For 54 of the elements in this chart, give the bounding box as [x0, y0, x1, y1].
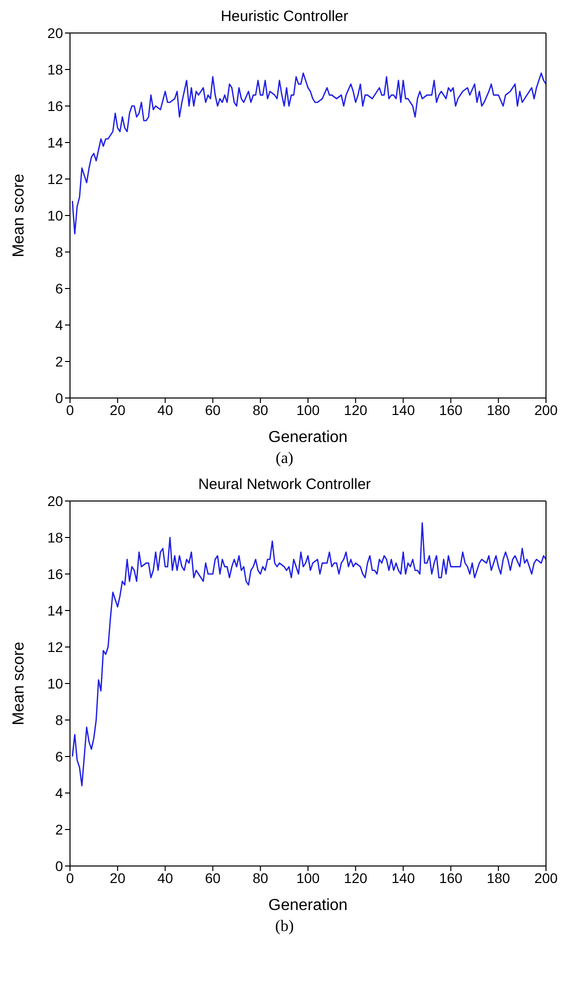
text: (b) — [274, 918, 295, 936]
x-tick-label: 100 — [296, 870, 320, 886]
y-tick-label: 8 — [55, 712, 64, 728]
x-tick-label: 100 — [296, 402, 320, 418]
y-tick-label: 16 — [47, 98, 64, 114]
x-tick-label: 180 — [486, 402, 510, 418]
x-axis-title: Generation — [268, 897, 348, 914]
y-tick-label: 16 — [47, 566, 64, 582]
y-tick-label: 8 — [55, 244, 64, 260]
y-tick-label: 6 — [55, 280, 64, 296]
y-tick-label: 10 — [47, 207, 64, 224]
y-tick-label: 10 — [47, 675, 64, 692]
chart-title: Neural Network Controller — [198, 476, 371, 493]
x-tick-label: 40 — [157, 402, 174, 418]
y-axis-title: Mean score — [10, 174, 28, 258]
x-tick-label: 20 — [110, 402, 126, 418]
x-tick-label: 200 — [534, 402, 558, 418]
x-tick-label: 140 — [392, 870, 416, 886]
chart-title: Heuristic Controller — [220, 8, 348, 25]
x-tick-label: 20 — [110, 870, 126, 886]
y-axis-title: Mean score — [10, 642, 28, 726]
y-tick-label: 12 — [47, 170, 64, 187]
y-tick-label: 6 — [55, 748, 64, 764]
text: (a) — [274, 450, 294, 468]
x-tick-label: 120 — [344, 402, 368, 418]
x-tick-label: 160 — [439, 870, 463, 886]
y-tick-label: 20 — [47, 492, 64, 509]
y-tick-label: 4 — [55, 316, 64, 333]
x-tick-label: 60 — [205, 870, 221, 886]
y-tick-label: 20 — [47, 24, 64, 41]
x-tick-label: 0 — [66, 402, 74, 418]
x-tick-label: 80 — [252, 870, 268, 886]
y-tick-label: 12 — [47, 638, 64, 655]
y-tick-label: 14 — [47, 602, 64, 618]
y-tick-label: 18 — [47, 61, 64, 78]
x-tick-label: 120 — [344, 870, 368, 886]
x-axis-title: Generation — [268, 429, 348, 446]
y-tick-label: 2 — [55, 353, 64, 370]
x-tick-label: 140 — [392, 402, 416, 418]
y-tick-label: 4 — [55, 784, 64, 801]
y-tick-label: 18 — [47, 529, 64, 546]
x-tick-label: 40 — [157, 870, 174, 886]
x-tick-label: 60 — [205, 402, 221, 418]
x-tick-label: 0 — [66, 870, 74, 886]
y-tick-label: 14 — [47, 134, 64, 150]
line-series — [72, 72, 546, 234]
x-tick-label: 80 — [252, 402, 268, 418]
y-tick-label: 0 — [55, 390, 64, 406]
x-tick-label: 160 — [439, 402, 463, 418]
y-tick-label: 2 — [55, 821, 64, 838]
y-tick-label: 0 — [55, 858, 64, 874]
x-tick-label: 180 — [486, 870, 510, 886]
x-tick-label: 200 — [534, 870, 558, 886]
line-series — [72, 522, 546, 786]
